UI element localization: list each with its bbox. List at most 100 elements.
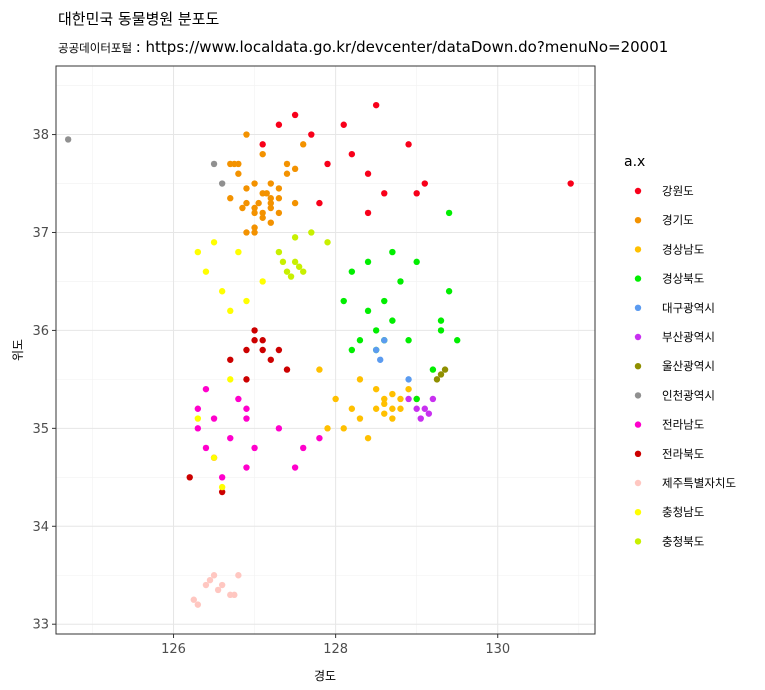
- data-point: [356, 337, 364, 344]
- data-point: [377, 356, 384, 363]
- data-point: [324, 425, 331, 432]
- data-point: [243, 376, 250, 383]
- data-point: [194, 405, 202, 412]
- data-point: [291, 234, 299, 241]
- data-point: [227, 195, 234, 202]
- data-point: [227, 307, 234, 315]
- data-point: [251, 229, 258, 236]
- data-point: [397, 395, 404, 403]
- data-point: [437, 371, 445, 378]
- data-point: [364, 307, 372, 315]
- data-point: [243, 415, 250, 422]
- legend-label: 인천광역시: [662, 388, 715, 402]
- data-point: [405, 385, 412, 393]
- data-point: [275, 185, 283, 192]
- legend-key: [634, 363, 642, 370]
- data-point: [259, 214, 266, 221]
- data-point: [405, 141, 412, 148]
- data-point: [64, 136, 72, 143]
- data-point: [243, 229, 250, 236]
- data-point: [283, 170, 291, 177]
- data-point: [231, 160, 238, 168]
- data-point: [267, 356, 274, 363]
- data-point: [397, 278, 404, 285]
- data-point: [218, 483, 226, 491]
- data-point: [235, 395, 242, 403]
- data-point: [194, 601, 202, 608]
- legend-key: [634, 421, 642, 428]
- data-point: [267, 180, 274, 187]
- data-point: [259, 346, 266, 354]
- data-point: [218, 180, 226, 187]
- legend-label: 경기도: [662, 213, 694, 227]
- y-tick-label: 36: [32, 324, 49, 339]
- data-point: [567, 180, 574, 187]
- subtitle-prefix: 공공데이터포털: [58, 41, 136, 55]
- grid: [56, 66, 595, 634]
- data-point: [194, 415, 202, 422]
- data-point: [381, 400, 388, 408]
- data-point: [283, 366, 291, 373]
- legend-key: [634, 450, 642, 457]
- data-point: [348, 150, 356, 158]
- data-point: [421, 405, 428, 412]
- y-tick-label: 34: [32, 520, 49, 535]
- data-point: [364, 209, 372, 217]
- data-point: [389, 390, 396, 398]
- data-point: [381, 190, 388, 197]
- data-point: [316, 366, 323, 373]
- data-point: [389, 317, 396, 324]
- data-point: [340, 297, 347, 305]
- chart-subtitle: 공공데이터포털 : https://www.localdata.go.kr/de…: [58, 38, 668, 56]
- data-point: [202, 385, 210, 393]
- data-point: [267, 199, 274, 207]
- data-point: [214, 586, 222, 594]
- legend-key: [634, 479, 642, 487]
- x-tick-label: 126: [161, 642, 186, 657]
- data-point: [454, 337, 461, 344]
- data-point: [340, 425, 347, 432]
- data-point: [243, 297, 250, 305]
- data-point: [295, 263, 303, 270]
- data-point: [263, 190, 270, 197]
- data-point: [433, 376, 441, 383]
- data-point: [389, 248, 396, 256]
- data-point: [291, 464, 299, 471]
- data-point: [202, 444, 210, 452]
- data-point: [218, 474, 226, 481]
- data-point: [251, 204, 258, 212]
- legend-key: [634, 217, 642, 224]
- data-point: [405, 376, 412, 383]
- data-point: [324, 239, 331, 246]
- legend-key: [634, 509, 642, 516]
- data-point: [316, 199, 323, 207]
- data-point: [243, 199, 250, 207]
- data-point: [300, 141, 307, 148]
- data-point: [291, 258, 299, 266]
- data-point: [259, 141, 266, 148]
- data-point: [364, 258, 372, 266]
- data-point: [381, 297, 388, 305]
- data-point: [356, 415, 364, 422]
- data-point: [348, 405, 356, 412]
- data-point: [283, 268, 291, 275]
- data-point: [275, 425, 283, 432]
- x-tick-label: 128: [323, 642, 348, 657]
- y-tick-label: 37: [32, 226, 49, 241]
- legend-label: 전라북도: [662, 447, 704, 461]
- legend-label: 경상남도: [662, 242, 704, 256]
- data-point: [235, 572, 242, 579]
- data-point: [275, 209, 283, 217]
- data-point: [227, 356, 234, 363]
- data-point: [190, 596, 197, 603]
- data-point: [251, 444, 258, 452]
- data-point: [445, 209, 453, 217]
- data-point: [348, 346, 356, 354]
- subtitle-url: : https://www.localdata.go.kr/devcenter/…: [135, 38, 669, 56]
- data-point: [429, 395, 437, 403]
- data-point: [202, 581, 210, 589]
- data-point: [255, 199, 262, 207]
- data-point: [308, 131, 315, 138]
- data-point: [206, 576, 214, 584]
